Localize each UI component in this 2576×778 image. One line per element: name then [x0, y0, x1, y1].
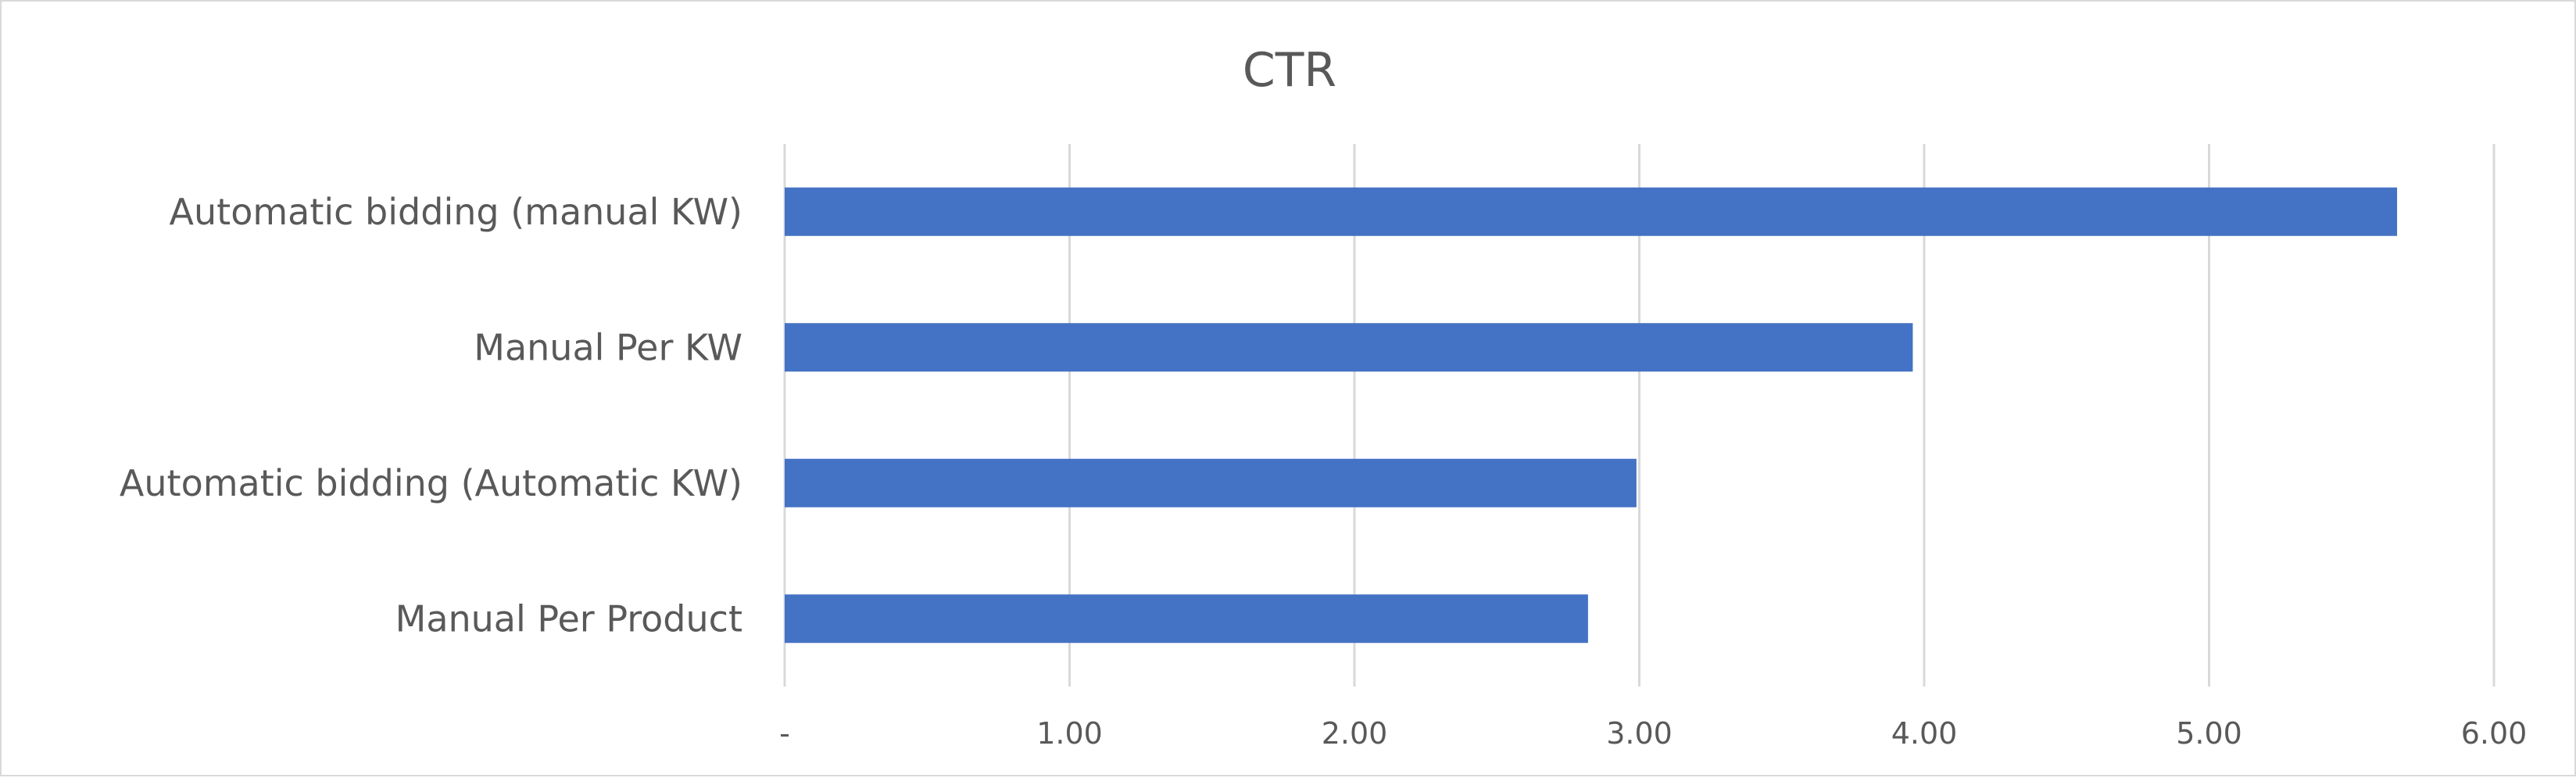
bar-0 — [785, 187, 2398, 236]
x-tick-label-0: - — [779, 716, 790, 751]
x-axis-tick-labels: - 1.00 2.00 3.00 4.00 5.00 6.00 — [779, 716, 2527, 751]
bar-1 — [785, 323, 1913, 372]
x-tick-label-3: 3.00 — [1606, 716, 1673, 751]
x-tick-label-2: 2.00 — [1322, 716, 1388, 751]
category-label-1: Manual Per KW — [474, 326, 742, 368]
category-labels: Automatic bidding (manual KW) Manual Per … — [120, 191, 742, 640]
x-tick-label-5: 5.00 — [2176, 716, 2242, 751]
category-label-0: Automatic bidding (manual KW) — [170, 191, 742, 233]
bar-2 — [785, 458, 1637, 507]
category-label-2: Automatic bidding (Automatic KW) — [120, 462, 742, 504]
bars — [785, 187, 2398, 644]
chart-title: CTR — [1243, 43, 1336, 98]
x-tick-label-4: 4.00 — [1891, 716, 1958, 751]
x-tick-label-6: 6.00 — [2461, 716, 2528, 751]
bar-3 — [785, 594, 1588, 644]
x-tick-label-1: 1.00 — [1036, 716, 1103, 751]
category-label-3: Manual Per Product — [395, 597, 742, 640]
